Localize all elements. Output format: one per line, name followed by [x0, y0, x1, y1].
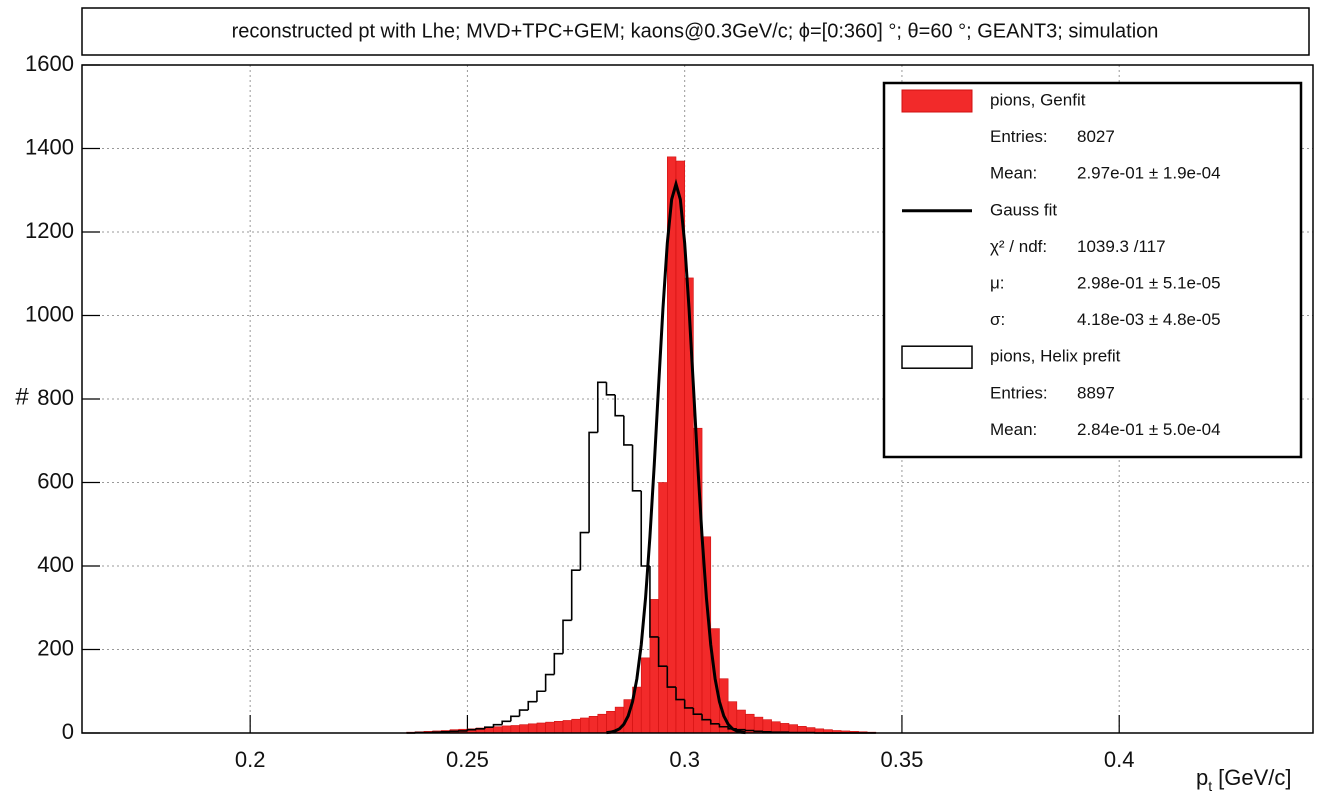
bar [659, 483, 668, 734]
stat-label: Entries: [990, 127, 1048, 146]
stat-label: μ: [990, 273, 1005, 292]
legend-swatch [902, 90, 972, 112]
x-tick-label: 0.2 [235, 747, 266, 772]
bar [676, 161, 685, 733]
stat-value: 2.97e-01 ± 1.9e-04 [1077, 164, 1221, 183]
bar [598, 714, 607, 733]
legend-swatch [902, 346, 972, 368]
stat-value: 8027 [1077, 127, 1115, 146]
bar [572, 719, 581, 733]
bar [580, 718, 589, 733]
bar [563, 720, 572, 733]
bar [502, 726, 511, 733]
bar [546, 722, 555, 733]
bar [511, 725, 520, 733]
legend-label: pions, Helix prefit [990, 347, 1121, 366]
bar [641, 658, 650, 733]
bar [772, 722, 781, 733]
bar [528, 724, 537, 733]
bar [589, 716, 598, 733]
legend-label: pions, Genfit [990, 90, 1086, 109]
x-tick-label: 0.3 [669, 747, 700, 772]
x-label-symbol: p [1196, 765, 1208, 790]
bar [493, 727, 502, 733]
stat-label: χ² / ndf: [990, 237, 1047, 256]
y-tick-label: 600 [37, 468, 74, 493]
stat-label: σ: [990, 310, 1005, 329]
legend-label: Gauss fit [990, 200, 1057, 219]
bar [537, 723, 546, 733]
x-label-unit: [GeV/c] [1218, 765, 1291, 790]
stat-value: 8897 [1077, 383, 1115, 402]
y-tick-label: 0 [62, 719, 74, 744]
stat-label: Mean: [990, 420, 1037, 439]
x-tick-label: 0.4 [1104, 747, 1135, 772]
x-tick-label: 0.35 [881, 747, 924, 772]
y-tick-label: 800 [37, 385, 74, 410]
step-bin [476, 729, 485, 730]
step-bin [737, 729, 746, 730]
y-tick-label: 200 [37, 635, 74, 660]
x-tick-label: 0.25 [446, 747, 489, 772]
y-tick-label: 1400 [25, 134, 74, 159]
y-tick-label: 400 [37, 552, 74, 577]
y-axis-label: # [15, 383, 29, 410]
y-tick-label: 1600 [25, 51, 74, 76]
stat-value: 1039.3 /117 [1077, 237, 1166, 256]
bar [520, 725, 529, 733]
bar [554, 721, 563, 733]
bar [650, 599, 659, 733]
y-tick-label: 1000 [25, 301, 74, 326]
stat-label: Entries: [990, 383, 1048, 402]
stat-value: 2.84e-01 ± 5.0e-04 [1077, 420, 1221, 439]
bar [485, 728, 494, 733]
x-label-subscript: t [1208, 778, 1212, 794]
stat-value: 2.98e-01 ± 5.1e-05 [1077, 273, 1221, 292]
bar [789, 725, 798, 733]
step-bin [754, 730, 763, 731]
y-tick-label: 1200 [25, 218, 74, 243]
chart-title: reconstructed pt with Lhe; MVD+TPC+GEM; … [232, 20, 1159, 42]
stat-label: Mean: [990, 164, 1037, 183]
stat-value: 4.18e-03 ± 4.8e-05 [1077, 310, 1221, 329]
step-bin [746, 730, 755, 731]
